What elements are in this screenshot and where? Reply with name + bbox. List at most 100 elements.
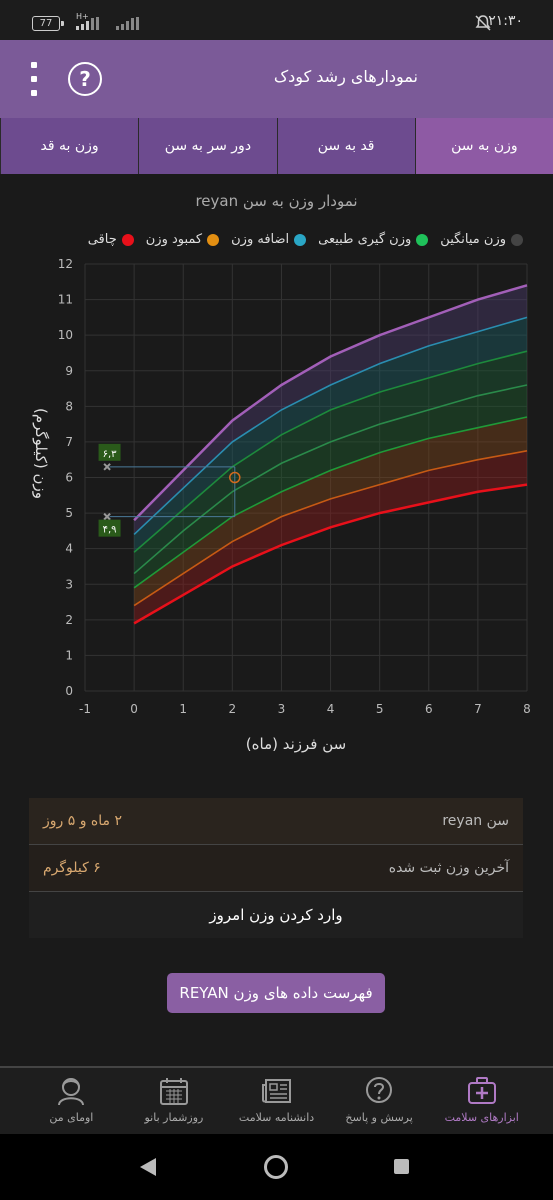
legend-dot bbox=[121, 233, 134, 246]
status-bar: 77 H+ ۲۱:۳۰ bbox=[0, 0, 553, 40]
y-tick-label: 6 bbox=[65, 471, 73, 485]
x-tick-label: 4 bbox=[327, 702, 335, 716]
bottom-nav: ابزارهای سلامت پرسش و پاسخ دانشنامه سلام… bbox=[0, 1066, 553, 1134]
clock: ۲۱:۳۰ bbox=[488, 13, 523, 29]
mute-bell-icon bbox=[475, 15, 491, 31]
chart-band bbox=[134, 450, 527, 624]
series-line bbox=[133, 384, 528, 575]
marker-label: ۴,۹ bbox=[103, 525, 117, 536]
x-tick-label: 3 bbox=[278, 702, 286, 716]
legend-dot bbox=[416, 233, 429, 246]
enter-weight-button[interactable]: وارد کردن وزن امروز bbox=[29, 892, 523, 938]
nav-item-calendar[interactable]: روزشمار بانو bbox=[123, 1068, 226, 1134]
signal-icon-2 bbox=[116, 17, 139, 30]
y-tick-label: 10 bbox=[58, 328, 73, 342]
legend-dot bbox=[511, 233, 523, 246]
marker-label-bg bbox=[98, 519, 121, 537]
y-tick-label: 12 bbox=[58, 257, 73, 271]
y-tick-label: 5 bbox=[65, 506, 73, 520]
home-icon[interactable] bbox=[264, 1155, 288, 1179]
chart-band bbox=[134, 317, 527, 553]
chart-legend: چاقی کمبود وزن اضافه وزن وزن گیری طبیعی … bbox=[88, 232, 523, 247]
legend-label: وزن گیری طبیعی bbox=[318, 232, 412, 247]
nav-item-qa[interactable]: پرسش و پاسخ bbox=[328, 1068, 431, 1134]
legend-item-obesity[interactable]: چاقی bbox=[88, 232, 134, 247]
marker-label: ۶,۳ bbox=[103, 449, 118, 460]
legend-dot bbox=[294, 233, 307, 246]
overflow-menu-icon[interactable] bbox=[30, 62, 38, 96]
medical-kit-icon bbox=[467, 1077, 496, 1104]
tab-bar: وزن به سن قد به سن دور سر به سن وزن به ق… bbox=[0, 118, 553, 174]
age-row: ۲ ماه و ۵ روز سن reyan bbox=[29, 798, 523, 845]
recents-icon[interactable] bbox=[394, 1159, 409, 1174]
question-bubble-icon bbox=[366, 1077, 393, 1103]
y-axis-title: وزن (کیلوگرم) bbox=[32, 408, 50, 499]
system-nav-bar bbox=[0, 1134, 553, 1200]
x-tick-label: 6 bbox=[425, 702, 433, 716]
help-icon[interactable]: ? bbox=[68, 62, 102, 96]
weight-label: آخرین وزن ثبت شده bbox=[388, 860, 509, 876]
nav-item-encyclopedia[interactable]: دانشنامه سلامت bbox=[225, 1068, 328, 1134]
nav-label: پرسش و پاسخ bbox=[345, 1111, 413, 1124]
legend-label: اضافه وزن bbox=[231, 232, 290, 247]
calendar-icon bbox=[159, 1078, 188, 1105]
nav-item-health-tools[interactable]: ابزارهای سلامت bbox=[430, 1068, 533, 1134]
weight-value: ۶ کیلوگرم bbox=[43, 860, 101, 876]
page-title: نمودارهای رشد کودک bbox=[273, 67, 418, 86]
tab-weight-for-age[interactable]: وزن به سن bbox=[414, 118, 553, 174]
tab-head-for-age[interactable]: دور سر به سن bbox=[138, 118, 276, 174]
chart-band bbox=[134, 285, 527, 535]
network-type: H+ bbox=[76, 12, 89, 21]
weight-row: ۶ کیلوگرم آخرین وزن ثبت شده bbox=[29, 845, 523, 892]
legend-item-underweight[interactable]: کمبود وزن bbox=[145, 232, 220, 247]
x-tick-label: 7 bbox=[474, 702, 482, 716]
x-tick-label: 5 bbox=[376, 702, 384, 716]
x-tick-label: -1 bbox=[79, 702, 91, 716]
x-tick-label: 8 bbox=[523, 702, 531, 716]
weight-marker bbox=[103, 463, 111, 471]
chart-title: نمودار وزن به سن reyan bbox=[195, 192, 358, 210]
back-icon[interactable] bbox=[140, 1158, 156, 1176]
legend-item-overweight[interactable]: اضافه وزن bbox=[231, 232, 307, 247]
y-tick-label: 9 bbox=[65, 364, 73, 378]
legend-item-normal[interactable]: وزن گیری طبیعی bbox=[318, 232, 429, 247]
weight-list-button[interactable]: فهرست داده های وزن REYAN bbox=[167, 973, 385, 1013]
nav-label: روزشمار بانو bbox=[144, 1111, 204, 1124]
weight-marker bbox=[103, 512, 111, 521]
x-tick-label: 0 bbox=[130, 702, 138, 716]
battery-icon: 77 bbox=[32, 16, 64, 31]
y-tick-label: 3 bbox=[65, 577, 73, 591]
x-tick-label: 1 bbox=[179, 702, 187, 716]
series-line bbox=[133, 316, 528, 536]
y-tick-label: 2 bbox=[65, 613, 73, 627]
y-tick-label: 4 bbox=[65, 542, 73, 556]
legend-label: وزن میانگین bbox=[440, 232, 506, 247]
series-line bbox=[133, 483, 528, 625]
x-tick-label: 2 bbox=[229, 702, 237, 716]
legend-label: کمبود وزن bbox=[145, 232, 203, 247]
child-weight-point[interactable] bbox=[229, 471, 241, 484]
nav-item-my-profile[interactable]: اومای من bbox=[20, 1068, 123, 1134]
marker-label-bg bbox=[98, 443, 121, 461]
age-value: ۲ ماه و ۵ روز bbox=[43, 813, 123, 829]
chart-band bbox=[134, 417, 527, 606]
tab-height-for-age[interactable]: قد به سن bbox=[276, 118, 415, 174]
nav-label: ابزارهای سلامت bbox=[444, 1111, 519, 1124]
app-bar: ? نمودارهای رشد کودک bbox=[0, 40, 553, 118]
age-label: سن reyan bbox=[442, 813, 509, 829]
battery-level: 77 bbox=[39, 18, 53, 29]
y-tick-label: 8 bbox=[65, 399, 73, 413]
x-axis-title: سن فرزند (ماه) bbox=[246, 735, 346, 753]
series-line bbox=[133, 416, 528, 589]
legend-item-average[interactable]: وزن میانگین bbox=[440, 232, 523, 247]
series-line bbox=[133, 450, 528, 607]
series-line bbox=[133, 350, 528, 553]
signal-icon bbox=[76, 17, 99, 30]
y-tick-label: 7 bbox=[65, 435, 73, 449]
legend-label: چاقی bbox=[87, 232, 117, 247]
nav-label: اومای من bbox=[49, 1111, 94, 1124]
tab-weight-for-height[interactable]: وزن به قد bbox=[0, 118, 138, 174]
chart-band bbox=[134, 351, 527, 574]
nav-label: دانشنامه سلامت bbox=[238, 1111, 315, 1124]
